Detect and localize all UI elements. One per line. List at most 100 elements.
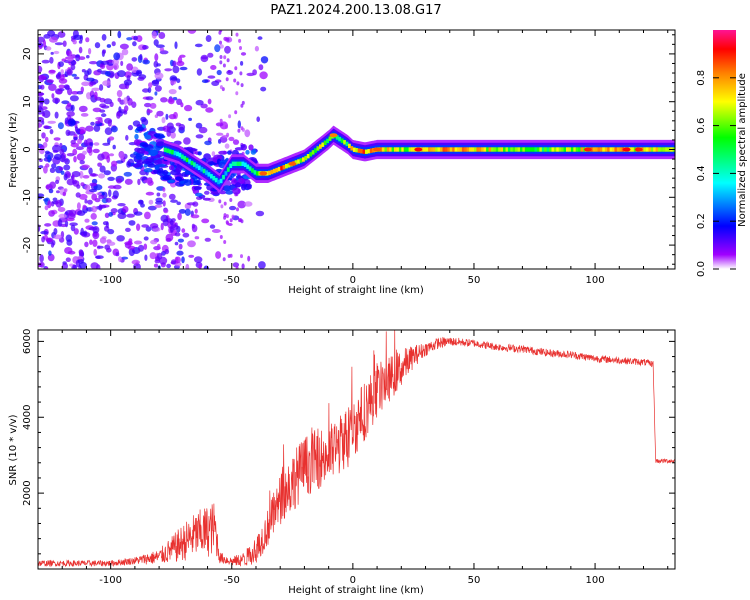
ridge-core-segment: [241, 161, 245, 166]
ridge-core-segment: [648, 147, 652, 152]
ridge-core-segment: [243, 162, 247, 167]
ridge-blob: [143, 168, 153, 173]
ridge-core-segment: [183, 156, 187, 161]
noise-blob: [131, 57, 138, 62]
x-tick-label: -100: [99, 575, 122, 586]
noise-blob: [176, 78, 181, 83]
noise-blob: [112, 58, 119, 66]
ridge-core-segment: [314, 148, 317, 153]
noise-blob: [139, 53, 143, 61]
noise-blob: [115, 160, 124, 164]
noise-blob: [149, 223, 159, 229]
ridge-core-segment: [362, 149, 366, 154]
ridge-core-segment: [219, 178, 223, 184]
noise-blob: [91, 87, 101, 92]
noise-blob: [154, 91, 158, 96]
noise-blob: [219, 44, 224, 49]
ridge-core-segment: [604, 147, 608, 152]
noise-blob: [156, 44, 165, 48]
noise-blob: [258, 261, 266, 269]
ridge-core-segment: [653, 147, 656, 152]
noise-blob: [256, 116, 261, 122]
noise-blob: [255, 210, 265, 217]
noise-blob: [76, 256, 84, 260]
noise-blob: [103, 170, 111, 176]
ridge-core-segment: [645, 147, 649, 152]
ridge-core-segment: [578, 147, 581, 152]
noise-blob: [83, 139, 88, 146]
y-tick-label: -20: [22, 237, 33, 253]
noise-speck: [231, 214, 235, 219]
noise-blob: [137, 199, 144, 205]
noise-blob: [60, 170, 65, 175]
noise-speck: [219, 118, 223, 123]
ridge-blob: [218, 150, 228, 155]
ridge-blob: [143, 163, 148, 168]
noise-blob: [137, 244, 145, 252]
ridge-core-segment: [631, 147, 635, 152]
noise-blob: [153, 39, 159, 46]
noise-blob: [144, 102, 152, 108]
ridge-core-segment: [469, 147, 472, 152]
noise-blob: [102, 49, 106, 54]
ridge-blob: [202, 197, 211, 201]
noise-blob: [126, 161, 131, 168]
noise-blob: [177, 212, 182, 221]
noise-blob: [148, 82, 153, 88]
noise-blob: [135, 69, 143, 77]
noise-blob: [93, 142, 100, 146]
ridge-core-segment: [294, 160, 298, 165]
noise-blob: [111, 41, 116, 47]
ridge-core-segment: [406, 147, 409, 152]
ridge-blob: [157, 163, 166, 168]
ridge-peak: [583, 147, 592, 152]
x-tick-label: -50: [224, 575, 240, 586]
noise-blob: [215, 251, 222, 259]
noise-blob: [43, 125, 50, 129]
noise-blob: [80, 182, 85, 187]
noise-blob: [111, 160, 118, 167]
noise-blob: [41, 236, 45, 243]
noise-blob: [45, 184, 50, 190]
ridge-core-segment: [256, 171, 259, 176]
ridge-core-segment: [486, 147, 489, 152]
noise-blob: [102, 80, 111, 87]
noise-blob: [106, 44, 112, 48]
noise-speck: [240, 254, 243, 259]
ridge-core-segment: [338, 136, 342, 142]
ridge-core-segment: [551, 147, 555, 152]
noise-blob: [84, 184, 91, 191]
noise-blob: [44, 266, 49, 269]
noise-blob: [80, 252, 85, 257]
noise-blob: [108, 136, 115, 141]
noise-speck: [219, 85, 223, 90]
noise-blob: [228, 136, 235, 142]
ridge-core-segment: [660, 147, 664, 152]
noise-blob: [84, 241, 89, 248]
ridge-core-segment: [328, 136, 332, 141]
ridge-blob: [175, 176, 183, 181]
noise-blob: [174, 232, 181, 237]
ridge-core-segment: [452, 147, 455, 152]
ridge-core-segment: [558, 147, 562, 152]
noise-blob: [89, 182, 98, 187]
ridge-peak: [414, 147, 423, 152]
noise-speck: [225, 214, 229, 219]
noise-speck: [229, 253, 233, 258]
noise-blob: [211, 151, 216, 157]
noise-blob: [207, 52, 214, 58]
noise-blob: [260, 56, 269, 64]
y-tick-label: -10: [22, 189, 33, 205]
ridge-blob: [153, 159, 163, 165]
ridge-peak: [259, 171, 268, 176]
ridge-blob: [250, 149, 257, 155]
noise-blob: [73, 228, 79, 235]
ridge-core-segment: [563, 147, 567, 152]
noise-blob: [97, 68, 102, 73]
noise-blob: [66, 153, 75, 157]
ridge-core-segment: [275, 167, 279, 173]
snr-frame: [37, 329, 676, 570]
ridge-peak: [288, 161, 297, 166]
noise-speck: [219, 40, 222, 45]
noise-blob: [117, 203, 126, 207]
